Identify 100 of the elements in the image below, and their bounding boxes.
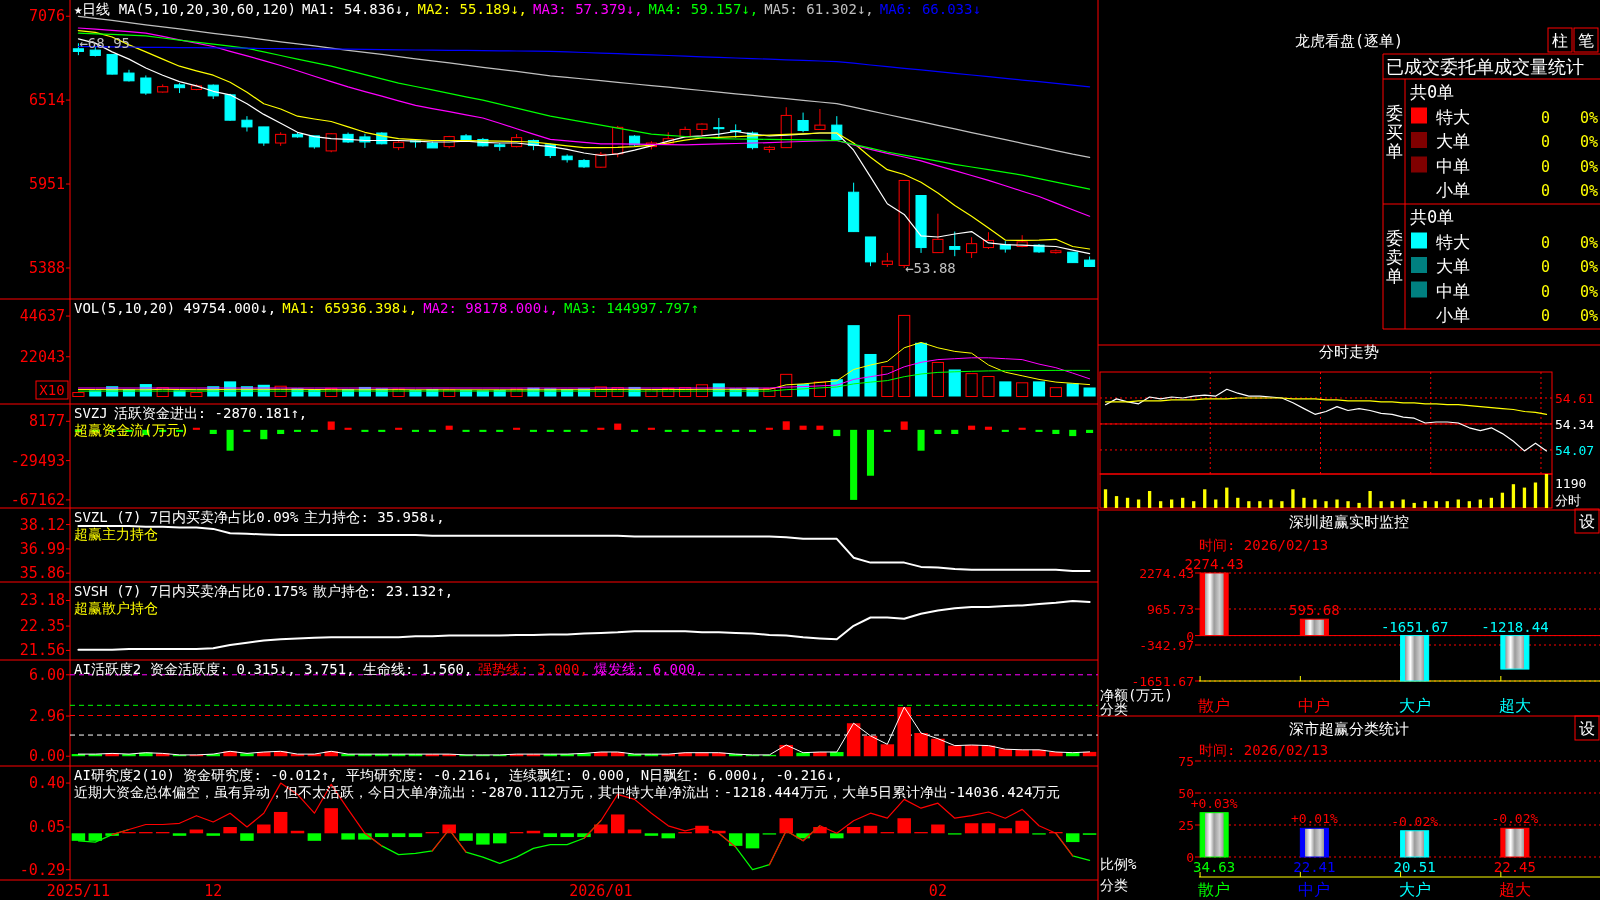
text: 设 — [1579, 719, 1595, 738]
x-tick-label: 超大 — [1498, 696, 1531, 715]
y-tick-label: 50 — [1178, 786, 1194, 801]
y-tick-label: 44637 — [19, 307, 65, 326]
x-tick-label: 12 — [204, 882, 223, 900]
ref-line-label: 强势线: 3.000, — [478, 661, 588, 677]
x-tick-label: 中户 — [1298, 880, 1331, 899]
chart-title: 深市超赢分类统计 — [1289, 720, 1409, 738]
text: MA4: 59.157↓, — [648, 1, 759, 17]
text: MA1: 54.836↓, — [301, 1, 412, 17]
y-tick-label: 6514 — [28, 91, 65, 110]
text: 1190 — [1555, 476, 1587, 491]
data-label: 20.51 — [1393, 859, 1436, 875]
legend-label: 委买单 — [1385, 103, 1403, 161]
x-tick-label: 散户 — [1198, 696, 1231, 715]
data-label: 595.68 — [1289, 602, 1340, 619]
y-tick-label: 5951 — [28, 175, 65, 194]
y-tick-label: 965.73 — [1147, 602, 1194, 617]
chart-title: AI活跃度2 资金活跃度: 0.315↓, 3.751, 生命线: 1.560, — [74, 661, 473, 677]
y-tick-label: 2.96 — [28, 707, 65, 726]
data-label: 0 — [1540, 233, 1550, 252]
y-tick-label: 25 — [1178, 818, 1194, 833]
x-tick-label: 大户 — [1398, 880, 1431, 899]
x-tick-label: 大户 — [1398, 696, 1431, 715]
data-label: 0% — [1579, 233, 1598, 252]
data-label: 0% — [1579, 108, 1598, 127]
x-tick-label: 散户 — [1198, 880, 1231, 899]
text: MA3: 144997.797↑ — [564, 300, 699, 316]
y-tick-label: 23.18 — [19, 591, 65, 610]
x-axis-title: 分类 — [1100, 701, 1128, 717]
series-label: 主力持仓: 35.958↓, — [304, 509, 445, 525]
x-tick-label: 超大 — [1498, 880, 1531, 899]
x-tick-label: 2025/11 — [46, 882, 111, 900]
data-label: 0 — [1540, 258, 1550, 276]
data-label: 0 — [1540, 282, 1550, 301]
category-label: 中单 — [1436, 155, 1470, 176]
y-tick-label: 35.86 — [19, 564, 65, 583]
text: 超赢主力持仓 — [74, 526, 158, 542]
category-label: 中单 — [1436, 280, 1470, 301]
text: MA1: 65936.398↓, — [282, 300, 418, 316]
chart-title: SVSH (7) 7日内买卖净占比0.175% — [74, 583, 308, 599]
data-label: 0% — [1579, 307, 1598, 325]
annotation: ←53.88 — [905, 259, 956, 276]
text: MA2: 55.189↓, — [417, 1, 528, 17]
text: 分时 — [1555, 493, 1581, 508]
text: MA6: 66.033↓ — [879, 1, 981, 17]
y-tick-label: 22.35 — [19, 617, 65, 636]
text: 设 — [1579, 512, 1595, 531]
data-label: 0% — [1579, 157, 1598, 176]
text: 超赢散户持仓 — [74, 600, 158, 616]
x-axis-title: 分类 — [1100, 877, 1128, 893]
y-tick-label: -67162 — [10, 490, 65, 509]
y-tick-label: 5388 — [28, 258, 65, 277]
category-label: 小单 — [1436, 180, 1470, 200]
y-tick-label: 0.00 — [28, 747, 65, 766]
annotation: -0.02% — [1491, 811, 1539, 827]
annotation: +0.01% — [1290, 811, 1339, 827]
y-tick-label: 54.34 — [1555, 416, 1595, 432]
category-label: 特大 — [1436, 106, 1470, 127]
y-tick-label: 6.00 — [28, 665, 65, 684]
data-label: -1218.44 — [1481, 618, 1549, 635]
y-tick-label: 0.40 — [28, 774, 65, 793]
chart-subtitle: 时间: 2026/02/13 — [1199, 742, 1329, 758]
y-tick-label: 7076 — [28, 7, 65, 26]
data-label: 0% — [1579, 133, 1598, 151]
y-tick-label: 75 — [1178, 754, 1194, 769]
data-label: 0 — [1540, 157, 1550, 176]
data-label: 0% — [1579, 258, 1598, 276]
y-tick-label: 0 — [1186, 850, 1194, 865]
text: 龙虎看盘(逐单) — [1294, 32, 1404, 50]
text: 超赢资金流(万元) — [74, 422, 189, 438]
text: MA5: 61.302↓, — [764, 1, 874, 17]
chart-title: 分时走势 — [1319, 343, 1379, 361]
chart-title: ★日线 MA(5,10,20,30,60,120) — [74, 1, 296, 17]
legend-label: 委卖单 — [1385, 228, 1403, 286]
category-label: 大单 — [1436, 256, 1470, 276]
data-label: 0% — [1579, 182, 1598, 200]
data-label: 0 — [1540, 108, 1550, 127]
x-tick-label: 中户 — [1298, 696, 1331, 715]
y-tick-label: 54.07 — [1555, 442, 1595, 458]
text: X10 — [39, 382, 65, 398]
y-tick-label: 54.61 — [1555, 390, 1595, 406]
data-label: 22.41 — [1293, 859, 1336, 875]
text: MA3: 57.379↓, — [533, 1, 643, 17]
y-tick-label: 36.99 — [19, 539, 65, 558]
y-tick-label: -0.29 — [19, 860, 65, 879]
series-label: 活跃资金进出: -2870.181↑, — [113, 405, 308, 421]
y-tick-label: 0.05 — [28, 818, 65, 837]
y-tick-label: -29493 — [10, 451, 65, 470]
data-label: 34.63 — [1193, 859, 1236, 875]
category-label: 大单 — [1436, 131, 1470, 151]
y-axis-title: 净额(万元) — [1100, 687, 1173, 703]
text: 共0单 — [1410, 207, 1455, 227]
chart-title: AI研究度2(10) 资金研究度: -0.012↑, 平均研究度: -0.216↓, 连续飘红: 0.000, N日飘红: 6.000↓, -0.216↓, — [74, 767, 843, 783]
y-tick-label: -1651.67 — [1131, 674, 1194, 689]
y-tick-label: 22043 — [19, 347, 65, 366]
category-label: 小单 — [1436, 305, 1470, 325]
ref-line-label: 爆发线: 6.000, — [593, 661, 704, 677]
text: 笔 — [1578, 31, 1594, 50]
x-tick-label: 02 — [928, 882, 947, 900]
